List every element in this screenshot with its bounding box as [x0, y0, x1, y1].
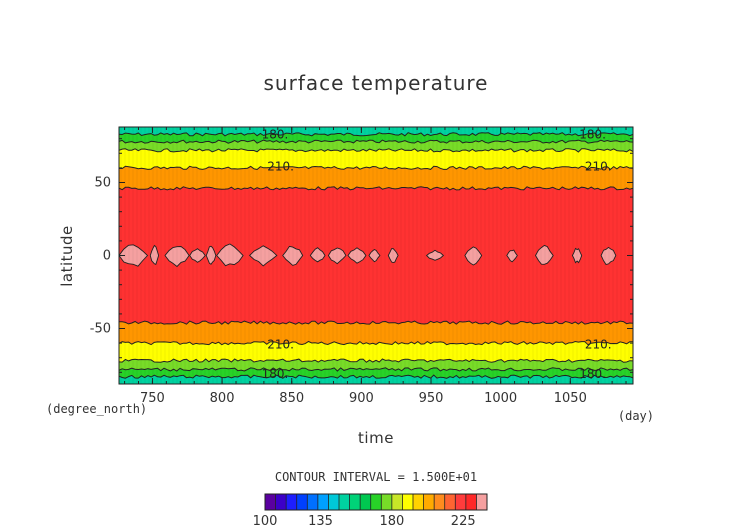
equatorial-patch-16: [534, 244, 554, 265]
colorbar-swatch: [307, 494, 319, 510]
contour-line-2: [118, 139, 634, 144]
contour-line-6: [119, 320, 634, 325]
band-7: [119, 341, 633, 363]
equatorial-patch-11: [368, 248, 381, 263]
band-1: [119, 132, 633, 144]
contour-label-5: 210.: [585, 338, 612, 352]
y-axis-label: latitude: [58, 225, 76, 287]
x-tick-label: 950: [419, 391, 444, 406]
colorbar-swatch: [286, 494, 298, 510]
band-4: [119, 166, 633, 190]
colorbar-swatch: [370, 494, 382, 510]
contour-line-9: [118, 367, 634, 372]
colorbar-swatch: [413, 494, 424, 510]
colorbar-swatch: [444, 494, 456, 510]
contour-line-7: [118, 340, 634, 346]
x-tick-label: 800: [210, 391, 235, 406]
equatorial-patch-8: [309, 247, 326, 263]
band-2: [119, 140, 633, 152]
contour-label-3: 210.: [585, 159, 612, 173]
equatorial-patch-4: [205, 245, 217, 265]
equatorial-patch-10: [347, 247, 367, 264]
colorbar-swatch: [328, 494, 340, 510]
colorbar-swatch: [391, 494, 403, 510]
colorbar-frame: [264, 493, 488, 511]
colorbar-swatch: [317, 494, 329, 510]
y-tick-label: -50: [90, 322, 111, 337]
y-tick-label: 0: [103, 249, 111, 264]
contour-line-3: [118, 148, 634, 153]
colorbar-label: 135: [308, 514, 333, 529]
contour-line-0: [118, 132, 634, 137]
equatorial-patch-9: [327, 247, 347, 265]
colorbar-label: 180: [379, 514, 404, 529]
equatorial-patch-18: [600, 246, 617, 266]
equatorial-patch-13: [425, 249, 445, 261]
colorbar-swatch: [349, 494, 361, 510]
colorbar-swatch: [455, 494, 467, 510]
colorbar-swatch: [381, 494, 393, 510]
contour-line-4: [118, 165, 634, 171]
contour-label-0: 180.: [262, 127, 289, 141]
colorbar-swatch: [465, 494, 477, 510]
x-axis-label: time: [358, 429, 394, 447]
contour-label-4: 210.: [267, 338, 294, 352]
contour-interval-label: CONTOUR INTERVAL = 1.500E+01: [275, 470, 477, 484]
equatorial-patch-15: [506, 249, 518, 263]
equatorial-patch-6: [248, 245, 278, 267]
equatorial-patch-3: [189, 248, 206, 263]
y-tick-label: 50: [94, 175, 111, 190]
contour-line-10: [118, 374, 634, 379]
x-tick-label: 1000: [484, 391, 517, 406]
colorbar-swatch: [476, 494, 488, 510]
colorbar-swatch: [434, 494, 446, 510]
y-unit-label: (degree_north): [46, 402, 147, 416]
equatorial-patch-12: [387, 248, 399, 263]
band-3: [119, 148, 633, 170]
equatorial-patch-17: [571, 247, 583, 264]
colorbar-swatch: [360, 494, 372, 510]
colorbar-label: 225: [451, 514, 476, 529]
equatorial-patch-2: [164, 246, 190, 268]
equatorial-patch-5: [216, 243, 244, 267]
colorbar-swatch: [275, 494, 287, 510]
band-9: [119, 367, 633, 379]
chart-title: surface temperature: [264, 71, 489, 95]
contour-label-1: 180.: [579, 127, 606, 141]
contour-label-7: 180.: [579, 367, 606, 381]
colorbar-swatch: [423, 494, 435, 510]
x-tick-label: 850: [279, 391, 304, 406]
x-unit-label: (day): [618, 409, 654, 423]
colorbar: 100 135 180 225: [253, 493, 488, 529]
colorbar-swatch: [339, 494, 350, 510]
equatorial-patch-7: [282, 245, 304, 266]
x-tick-label: 900: [349, 391, 374, 406]
contour-line-5: [118, 186, 634, 191]
equatorial-patch-0: [118, 244, 149, 267]
contour-line-8: [118, 358, 634, 363]
x-tick-label: 750: [140, 391, 165, 406]
plot-area: 180. 180. 210. 210. 210. 210. 180. 180. 750 800 85…: [90, 126, 634, 406]
colorbar-swatch: [265, 494, 276, 510]
contour-label-2: 210.: [267, 159, 294, 173]
x-tick-label: 1050: [554, 391, 587, 406]
colorbar-label: 100: [253, 514, 278, 529]
equatorial-patch-14: [464, 246, 483, 266]
band-8: [119, 359, 633, 371]
contour-label-6: 180.: [262, 367, 289, 381]
colorbar-swatch: [296, 494, 308, 510]
equatorial-patch-1: [149, 244, 160, 266]
colorbar-swatch: [402, 494, 414, 510]
band-6: [119, 321, 633, 345]
